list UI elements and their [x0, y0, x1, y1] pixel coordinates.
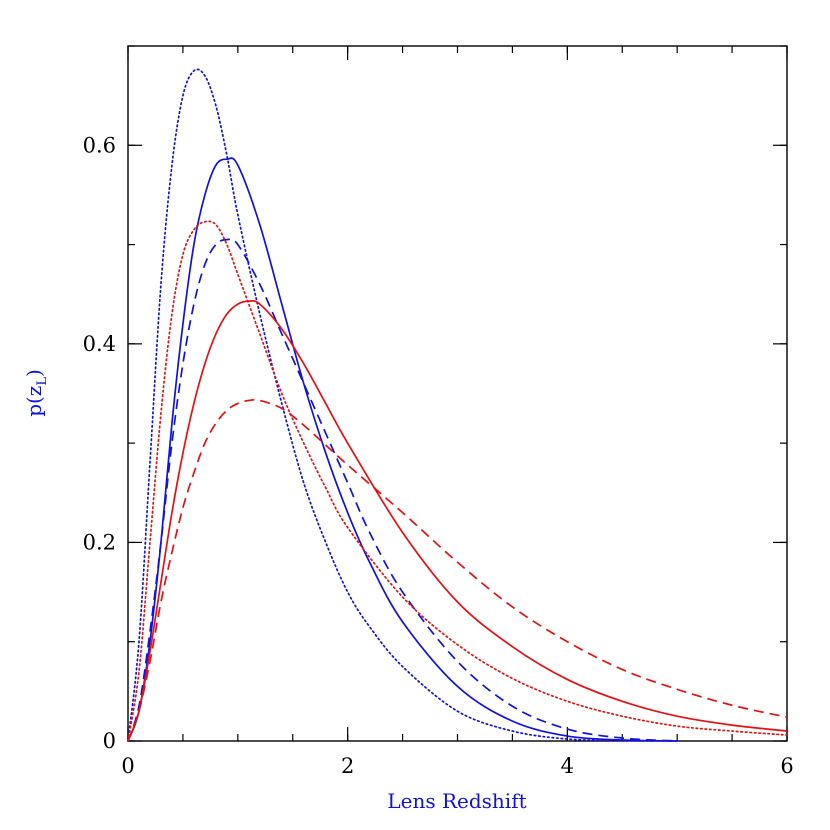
x-tick-labels: 0 2 4 6	[121, 754, 793, 778]
series-blue-dotted	[127, 68, 657, 742]
series-red-dotted	[127, 220, 788, 742]
plot-frame	[127, 45, 788, 742]
y-axis-title-subscript: L	[35, 377, 50, 386]
x-tick-label: 0	[121, 754, 134, 778]
curves	[127, 68, 788, 742]
series-blue-solid	[127, 157, 678, 742]
y-tick-label: 0.6	[83, 133, 116, 157]
series-blue-dashed	[127, 238, 678, 742]
y-axis-title-main: p(z	[22, 386, 46, 417]
x-tick-label: 4	[561, 754, 574, 778]
y-tick-label: 0.2	[83, 530, 116, 554]
x-tick-label: 2	[341, 754, 354, 778]
x-tick-label: 6	[780, 754, 793, 778]
series-red-solid	[127, 300, 788, 742]
major-ticks	[127, 46, 788, 742]
minor-ticks	[127, 45, 788, 742]
y-axis-title-close: )	[22, 369, 46, 377]
y-tick-labels: 0 0.2 0.4 0.6	[83, 133, 116, 753]
y-axis-title: p(zL)	[22, 369, 50, 417]
x-axis-title: Lens Redshift	[387, 789, 526, 813]
y-tick-label: 0	[103, 729, 116, 753]
y-tick-label: 0.4	[83, 332, 116, 356]
series-red-dashed	[127, 398, 788, 742]
